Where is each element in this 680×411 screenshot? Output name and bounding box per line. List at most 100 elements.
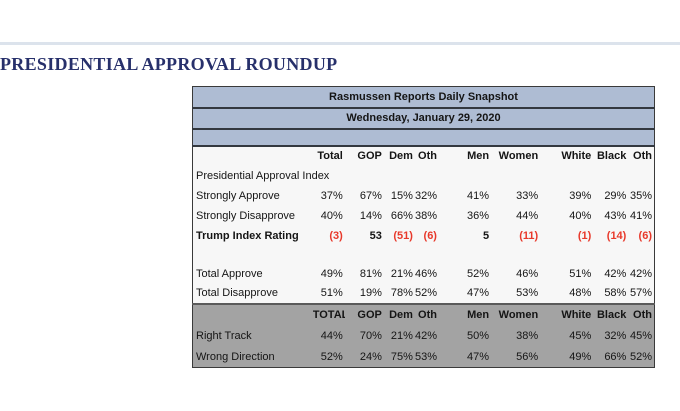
cell-negative: (1) [577,229,592,242]
fcol-men: Men [438,302,492,326]
cell: 49% [540,346,594,368]
table-title-row: Rasmussen Reports Daily Snapshot [192,86,655,109]
row-wrong-direction: Wrong Direction 52% 24% 75% 53% 47% 56% … [192,346,655,368]
cell: 53% [414,346,439,368]
col-total: Total [317,150,343,162]
fcol-gop: GOP [344,302,384,326]
section-label: Presidential Approval Index [196,169,330,182]
cell: 42% [414,325,439,347]
cell: 38% [414,209,437,222]
row-label: Strongly Disapprove [196,209,296,222]
cell: 67% [359,189,382,202]
cell: 47% [438,346,492,368]
cell: 45% [628,325,655,347]
row-label: Right Track [192,325,313,347]
cell-negative: (6) [638,229,652,242]
cell: 70% [344,325,384,347]
cell: 66% [390,209,413,222]
cell: 58% [604,287,627,299]
cell: 46% [516,267,539,280]
fcol-dem: Dem [383,302,415,326]
cell: 81% [359,267,382,280]
cell: 19% [359,287,382,299]
cell: 36% [467,209,490,222]
col-dem: Dem [389,150,413,162]
cell: 24% [344,346,384,368]
row-strongly-approve: Strongly Approve 37% 67% 15% 32% 41% 33%… [193,186,655,206]
cell: 38% [491,325,541,347]
cell: 45% [540,325,594,347]
row-trump-index-rating: Trump Index Rating (3) 53 (51) (6) 5 (11… [193,226,655,246]
row-label: Wrong Direction [192,346,313,368]
cell: 52% [628,346,655,368]
cell: 56% [491,346,541,368]
cell: 47% [467,287,490,299]
cell-negative: (14) [606,229,627,242]
cell-negative: (11) [519,229,539,242]
cell: 35% [629,189,652,202]
cell: 42% [604,267,627,280]
fcol-oth2: Oth [628,302,655,326]
cell: 44% [516,209,539,222]
cell: 46% [414,267,437,280]
table-date-row: Wednesday, January 29, 2020 [192,107,655,130]
cell: 50% [438,325,492,347]
col-oth1: Oth [418,150,437,162]
fcol-total: TOTAL [312,302,345,326]
rasmussen-snapshot-table: Rasmussen Reports Daily Snapshot Wednesd… [192,86,655,368]
cell: 21% [383,325,415,347]
row-total-approve: Total Approve 49% 81% 21% 46% 52% 46% 51… [193,264,655,284]
top-divider [0,42,680,45]
cell: 53 [369,229,382,242]
cell: 51% [320,287,343,299]
col-men: Men [467,150,490,162]
col-women: Women [498,150,539,162]
table-date: Wednesday, January 29, 2020 [192,107,655,130]
cell: 39% [569,189,592,202]
section-label-row: Presidential Approval Index [193,166,655,186]
col-gop: GOP [357,150,382,162]
fcol-black: Black [593,302,629,326]
row-right-track: Right Track 44% 70% 21% 42% 50% 38% 45% … [192,325,655,347]
row-label: Total Disapprove [196,287,278,299]
table-title: Rasmussen Reports Daily Snapshot [192,86,655,109]
col-white: White [561,150,592,162]
spacer-row [193,246,655,264]
row-total-disapprove: Total Disapprove 51% 19% 78% 52% 47% 53%… [193,284,655,304]
cell: 51% [569,267,592,280]
footer-column-header-row: TOTAL GOP Dem Oth Men Women White Black … [192,302,655,326]
fcol-women: Women [491,302,541,326]
cell: 40% [320,209,343,222]
cell: 37% [320,189,343,202]
cell: 57% [629,287,652,299]
cell: 49% [320,267,343,280]
cell: 48% [569,287,592,299]
cell: 52% [414,287,437,299]
cell: 42% [629,267,652,280]
cell: 41% [467,189,490,202]
cell: 52% [312,346,345,368]
cell: 75% [383,346,415,368]
cell: 41% [629,209,652,222]
cell: 52% [467,267,490,280]
row-strongly-disapprove: Strongly Disapprove 40% 14% 66% 38% 36% … [193,206,655,226]
cell: 43% [604,209,627,222]
col-oth2: Oth [633,150,652,162]
cell: 5 [482,229,490,242]
cell: 53% [516,287,539,299]
cell: 32% [414,189,437,202]
cell-negative: (51) [393,229,413,242]
cell: 32% [593,325,629,347]
cell: 33% [516,189,539,202]
snapshot-table-container: Rasmussen Reports Daily Snapshot Wednesd… [192,86,655,368]
cell-negative: (3) [329,229,343,242]
row-label: Trump Index Rating [196,229,299,242]
fcol-oth1: Oth [414,302,439,326]
cell: 21% [390,267,413,280]
fcol-white: White [540,302,594,326]
col-black: Black [596,150,627,162]
cell-negative: (6) [423,229,437,242]
cell: 78% [390,287,413,299]
cell: 66% [593,346,629,368]
